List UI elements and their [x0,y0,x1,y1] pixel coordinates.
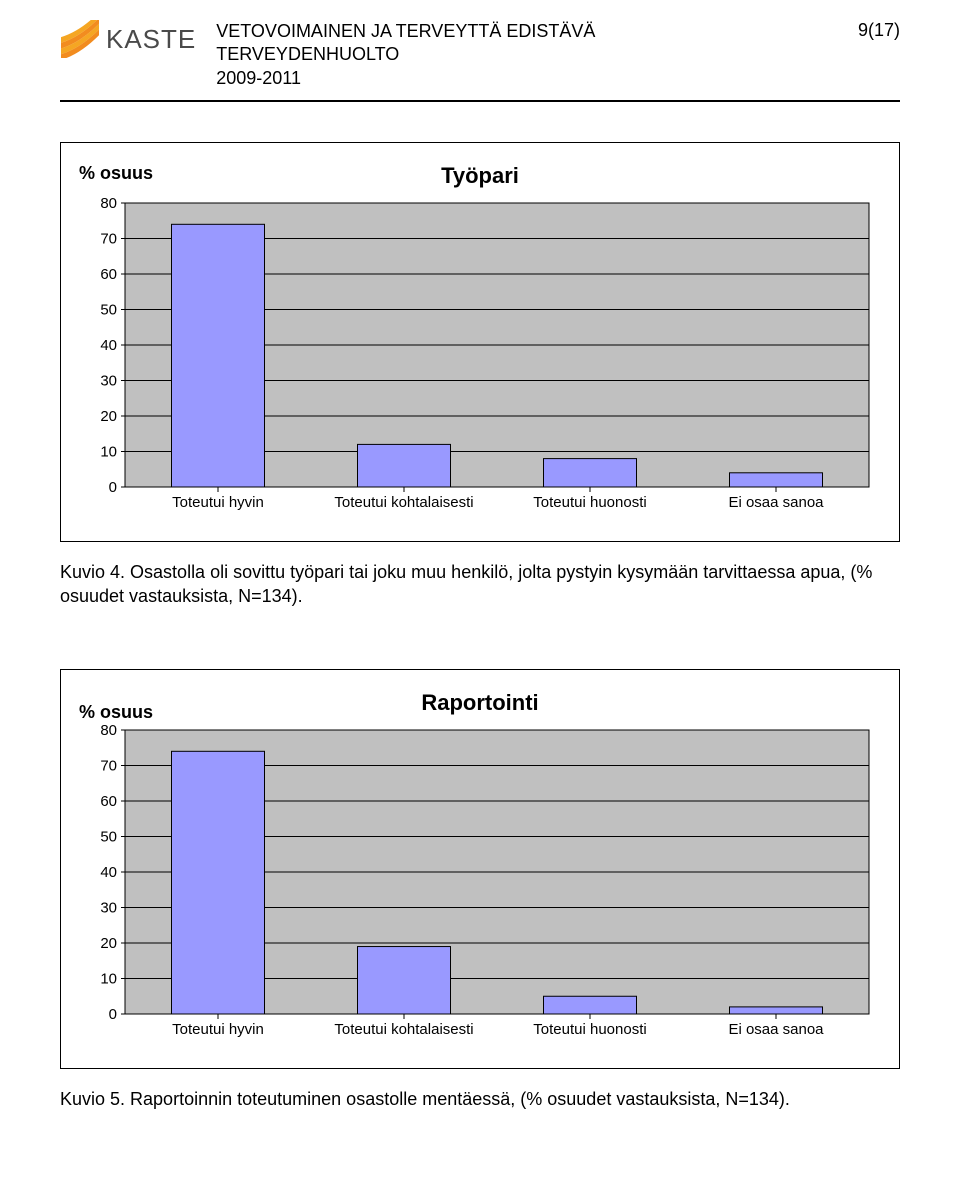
svg-text:80: 80 [100,195,117,212]
svg-text:50: 50 [100,828,117,845]
chart2-ylabel: % osuus [79,702,189,728]
svg-text:Toteutui huonosti: Toteutui huonosti [533,494,646,511]
brand-text: KASTE [106,24,196,55]
svg-text:10: 10 [100,444,117,461]
chart1-title: Työpari [79,163,881,189]
svg-text:30: 30 [100,899,117,916]
chart-raportointi: % osuus Raportointi 01020304050607080Tot… [60,669,900,1069]
header-divider [60,100,900,102]
svg-text:20: 20 [100,935,117,952]
doc-title: VETOVOIMAINEN JA TERVEYTTÄ EDISTÄVÄ TERV… [216,20,838,90]
page-header: KASTE VETOVOIMAINEN JA TERVEYTTÄ EDISTÄV… [60,20,900,90]
svg-text:Toteutui kohtalaisesti: Toteutui kohtalaisesti [334,1021,473,1038]
chart2-plot: 01020304050607080Toteutui hyvinToteutui … [79,722,881,1042]
page: KASTE VETOVOIMAINEN JA TERVEYTTÄ EDISTÄV… [0,0,960,1151]
doc-title-line1: VETOVOIMAINEN JA TERVEYTTÄ EDISTÄVÄ [216,20,838,43]
svg-text:Toteutui hyvin: Toteutui hyvin [172,1021,264,1038]
svg-text:Toteutui huonosti: Toteutui huonosti [533,1021,646,1038]
svg-text:10: 10 [100,970,117,987]
page-number: 9(17) [858,20,900,41]
svg-text:40: 40 [100,337,117,354]
doc-title-line2: TERVEYDENHUOLTO [216,43,838,66]
stripes-icon [60,20,100,58]
svg-text:70: 70 [100,757,117,774]
svg-text:70: 70 [100,231,117,248]
svg-text:40: 40 [100,864,117,881]
chart-tyopari: % osuus Työpari 01020304050607080Toteutu… [60,142,900,542]
svg-text:60: 60 [100,266,117,283]
svg-text:Ei osaa sanoa: Ei osaa sanoa [728,494,824,511]
svg-text:Toteutui hyvin: Toteutui hyvin [172,494,264,511]
svg-text:0: 0 [109,479,117,496]
svg-text:20: 20 [100,408,117,425]
caption-kuvio5: Kuvio 5. Raportoinnin toteutuminen osast… [60,1087,900,1111]
doc-title-line3: 2009-2011 [216,67,838,90]
svg-text:50: 50 [100,302,117,319]
svg-text:30: 30 [100,373,117,390]
svg-text:Ei osaa sanoa: Ei osaa sanoa [728,1021,824,1038]
svg-text:Toteutui kohtalaisesti: Toteutui kohtalaisesti [334,494,473,511]
chart2-title: Raportointi [79,690,881,716]
caption-kuvio4: Kuvio 4. Osastolla oli sovittu työpari t… [60,560,900,609]
brand-logo: KASTE [60,20,196,58]
chart1-plot: 0 10 20 30 40 50 60 70 80 Toteutui hyvin Toteutui … [79,195,881,515]
svg-text:60: 60 [100,793,117,810]
svg-text:0: 0 [109,1006,117,1023]
